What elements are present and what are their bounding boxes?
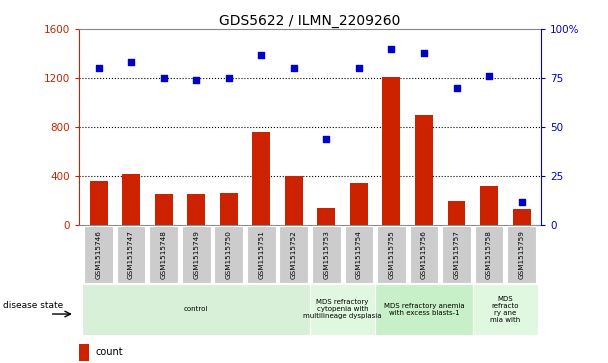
FancyBboxPatch shape [150, 226, 178, 282]
Text: GSM1515748: GSM1515748 [161, 230, 167, 278]
Bar [447, 201, 466, 225]
Text: GSM1515758: GSM1515758 [486, 230, 492, 278]
Bar [285, 176, 303, 225]
FancyBboxPatch shape [82, 284, 310, 335]
Point [126, 60, 136, 65]
Text: GSM1515751: GSM1515751 [258, 230, 264, 278]
FancyBboxPatch shape [507, 226, 536, 282]
FancyBboxPatch shape [475, 226, 503, 282]
Bar [187, 195, 205, 225]
Text: count: count [95, 347, 123, 357]
FancyBboxPatch shape [182, 226, 210, 282]
Text: MDS refractory
cytopenia with
multilineage dysplasia: MDS refractory cytopenia with multilinea… [303, 299, 382, 319]
Bar [122, 174, 140, 225]
Text: GSM1515746: GSM1515746 [95, 230, 102, 278]
Text: GSM1515754: GSM1515754 [356, 230, 362, 278]
FancyBboxPatch shape [410, 226, 438, 282]
Text: control: control [184, 306, 209, 313]
FancyBboxPatch shape [442, 226, 471, 282]
Point [94, 65, 103, 71]
FancyBboxPatch shape [345, 226, 373, 282]
FancyBboxPatch shape [473, 284, 538, 335]
FancyBboxPatch shape [377, 226, 406, 282]
Point [289, 65, 299, 71]
Bar [350, 183, 368, 225]
Text: GSM1515753: GSM1515753 [323, 230, 330, 278]
Text: GSM1515747: GSM1515747 [128, 230, 134, 278]
Bar [513, 209, 531, 225]
FancyBboxPatch shape [280, 226, 308, 282]
Text: GSM1515755: GSM1515755 [389, 230, 395, 278]
Text: GSM1515752: GSM1515752 [291, 230, 297, 278]
FancyBboxPatch shape [215, 226, 243, 282]
Point [192, 77, 201, 83]
Text: disease state: disease state [3, 301, 63, 310]
FancyBboxPatch shape [117, 226, 145, 282]
Point [354, 65, 364, 71]
Point [257, 52, 266, 57]
Point [387, 46, 396, 52]
Bar [154, 194, 173, 225]
Bar [317, 208, 335, 225]
Bar [89, 181, 108, 225]
FancyBboxPatch shape [375, 284, 473, 335]
Point [224, 75, 233, 81]
Title: GDS5622 / ILMN_2209260: GDS5622 / ILMN_2209260 [219, 14, 401, 28]
Point [322, 136, 331, 142]
FancyBboxPatch shape [312, 226, 340, 282]
Bar [219, 193, 238, 225]
FancyBboxPatch shape [310, 284, 375, 335]
Point [159, 75, 168, 81]
FancyBboxPatch shape [247, 226, 275, 282]
Bar [79, 344, 89, 361]
Bar [415, 115, 433, 225]
Text: GSM1515749: GSM1515749 [193, 230, 199, 278]
FancyBboxPatch shape [85, 226, 113, 282]
Text: GSM1515757: GSM1515757 [454, 230, 460, 278]
Text: MDS
refracto
ry ane
mia with: MDS refracto ry ane mia with [490, 296, 520, 323]
Bar [382, 77, 401, 225]
Bar [480, 186, 498, 225]
Point [484, 73, 494, 79]
Text: GSM1515756: GSM1515756 [421, 230, 427, 278]
Point [517, 199, 527, 204]
Text: MDS refractory anemia
with excess blasts-1: MDS refractory anemia with excess blasts… [384, 303, 465, 316]
Point [452, 85, 461, 91]
Point [419, 50, 429, 56]
Bar [252, 132, 270, 225]
Text: GSM1515759: GSM1515759 [519, 230, 525, 278]
Text: GSM1515750: GSM1515750 [226, 230, 232, 278]
